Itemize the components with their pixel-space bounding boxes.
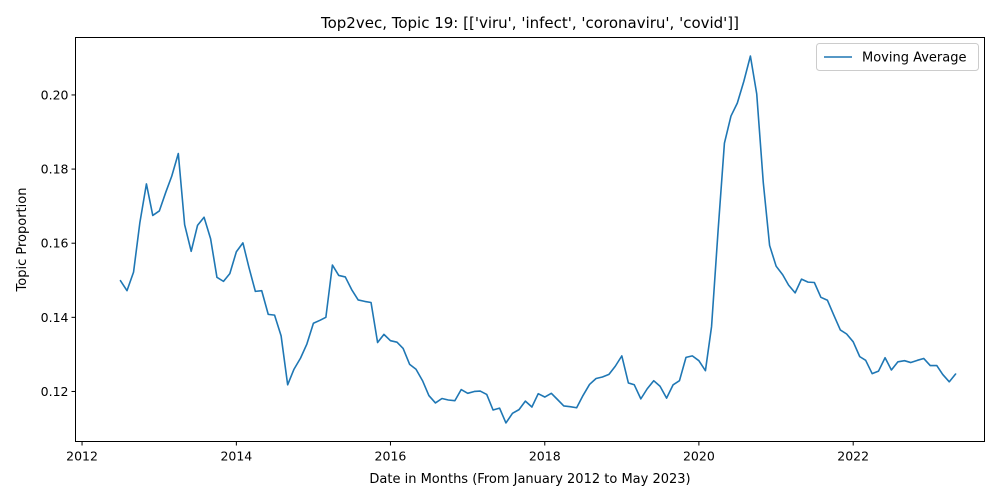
y-axis: 0.12 0.14 0.16 0.18 0.20 <box>41 87 76 399</box>
x-tick-label: 2022 <box>837 449 869 464</box>
x-tick-label: 2016 <box>375 449 407 464</box>
x-axis: 2012 2014 2016 2018 2020 2022 <box>66 441 869 464</box>
x-tick-label: 2012 <box>66 449 98 464</box>
y-tick-label: 0.12 <box>41 384 69 399</box>
legend: Moving Average <box>816 43 979 71</box>
series-line-moving-average <box>119 55 957 424</box>
legend-label: Moving Average <box>862 51 966 66</box>
y-tick-label: 0.14 <box>41 310 69 325</box>
x-tick-label: 2018 <box>529 449 561 464</box>
x-axis-label: Date in Months (From January 2012 to May… <box>369 472 690 487</box>
legend-box <box>816 43 979 71</box>
y-tick-label: 0.16 <box>41 236 69 251</box>
y-tick-label: 0.18 <box>41 162 69 177</box>
plot-frame <box>75 37 985 442</box>
chart-title: Top2vec, Topic 19: [['viru', 'infect', '… <box>320 14 739 32</box>
x-tick-label: 2020 <box>683 449 715 464</box>
y-tick-label: 0.20 <box>41 87 69 102</box>
x-tick-label: 2014 <box>220 449 252 464</box>
y-axis-label: Topic Proportion <box>15 188 30 293</box>
